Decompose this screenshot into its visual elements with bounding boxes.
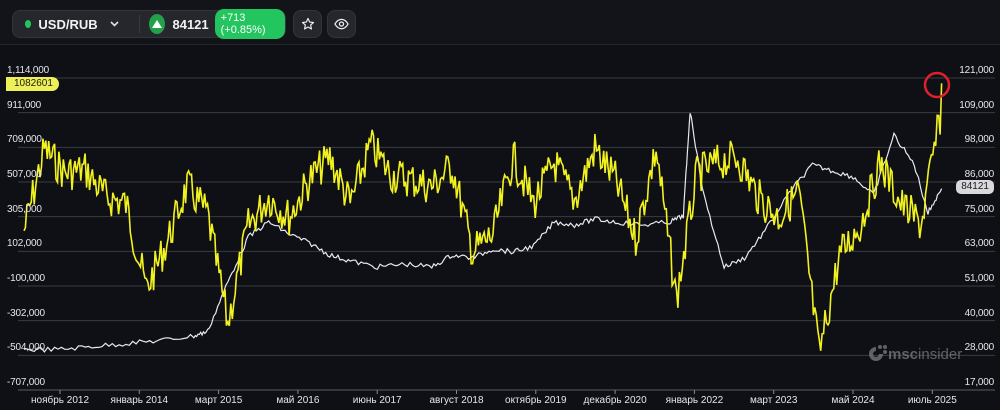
watermark-bold: msc	[888, 345, 919, 363]
x-tick-label: июль 2025	[907, 395, 957, 406]
x-tick-label: март 2015	[194, 395, 243, 406]
white-series-line	[23, 113, 943, 353]
yellow-series-line	[23, 83, 943, 351]
y-right-tick-label: 86,000	[964, 169, 995, 180]
y-right-tick-label: 109,000	[959, 99, 994, 111]
y-right-tick-label: 98,000	[964, 134, 995, 146]
y-right-tick-label: 63,000	[964, 238, 995, 250]
toolbar: USD/RUB 84121 +713 (+0.85%)	[0, 0, 1000, 45]
msc-logo-icon	[869, 345, 887, 361]
y-right-tick-label: 121,000	[959, 65, 994, 76]
eye-icon	[334, 18, 349, 30]
x-tick-label: июнь 2017	[352, 395, 402, 406]
y-left-tick-label: -100,000	[7, 273, 45, 284]
price-change-badge: +713 (+0.85%)	[214, 9, 285, 39]
y-right-tick-label: 28,000	[964, 342, 995, 354]
y-left-tick-label: 911,000	[7, 99, 42, 111]
symbol-selector[interactable]: USD/RUB 84121 +713 (+0.85%)	[12, 9, 286, 39]
left-axis-last-value-badge: 1082601	[6, 77, 59, 91]
x-tick-label: ноябрь 2012	[30, 395, 90, 406]
y-left-tick-label: 507,000	[7, 169, 42, 180]
x-tick-label: декабрь 2020	[583, 395, 647, 406]
y-left-tick-label: 1,114,000	[7, 65, 49, 76]
y-left-tick-label: -302,000	[7, 307, 45, 319]
watermark: msc insider	[866, 344, 962, 364]
y-right-tick-label: 17,000	[964, 377, 995, 388]
market-status-dot	[25, 20, 32, 28]
x-tick-label: январь 2022	[665, 395, 724, 406]
x-tick-label: август 2018	[429, 395, 484, 406]
watermark-rest: insider	[918, 345, 963, 363]
trend-up-icon	[149, 14, 166, 34]
x-tick-label: январь 2014	[110, 395, 169, 406]
right-axis-last-value-badge: 84121	[956, 180, 994, 194]
y-right-tick-label: 51,000	[964, 273, 995, 284]
x-axis-ticks	[59, 390, 933, 394]
gridlines	[18, 77, 995, 391]
y-left-tick-label: -707,000	[7, 377, 45, 388]
star-icon	[301, 17, 314, 30]
favorite-button[interactable]	[293, 10, 322, 38]
chevron-down-icon[interactable]	[110, 19, 119, 30]
y-right-tick-label: 40,000	[964, 307, 995, 319]
y-left-tick-label: 709,000	[7, 134, 42, 146]
watch-button[interactable]	[327, 10, 356, 38]
x-tick-label: октябрь 2019	[505, 395, 567, 406]
current-price: 84121	[172, 16, 209, 32]
x-tick-label: март 2023	[749, 395, 798, 406]
x-tick-label: май 2016	[276, 395, 320, 406]
x-tick-label: май 2024	[831, 395, 875, 406]
symbol-label: USD/RUB	[38, 16, 98, 32]
y-left-tick-label: 102,000	[7, 238, 42, 250]
y-left-tick-label: 305,000	[7, 203, 42, 215]
y-right-tick-label: 75,000	[964, 203, 995, 215]
y-left-tick-label: -504,000	[7, 342, 45, 354]
highlight-circle	[923, 71, 951, 99]
divider	[138, 15, 140, 33]
